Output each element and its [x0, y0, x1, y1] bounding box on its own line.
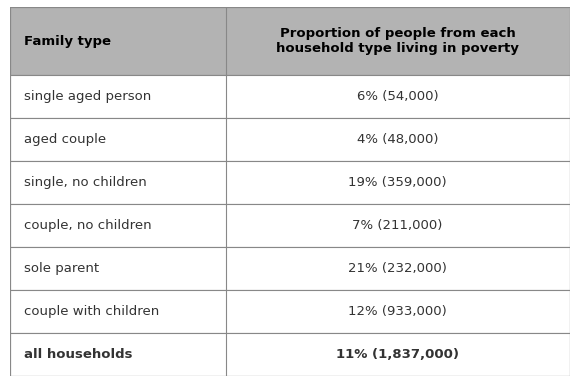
Text: 6% (54,000): 6% (54,000)	[357, 90, 438, 103]
Text: 21% (232,000): 21% (232,000)	[348, 262, 447, 275]
Bar	[10, 247, 570, 290]
Bar	[10, 118, 570, 161]
Bar	[10, 333, 570, 376]
Bar	[10, 290, 570, 333]
Bar	[10, 204, 570, 247]
Text: Proportion of people from each
household type living in poverty: Proportion of people from each household…	[276, 27, 519, 55]
Text: Family type: Family type	[24, 34, 111, 47]
Text: 7% (211,000): 7% (211,000)	[353, 219, 443, 232]
Text: couple, no children: couple, no children	[24, 219, 152, 232]
Text: 12% (933,000): 12% (933,000)	[348, 305, 447, 318]
Text: 4% (48,000): 4% (48,000)	[357, 133, 438, 146]
Text: sole parent: sole parent	[24, 262, 100, 275]
Text: 19% (359,000): 19% (359,000)	[349, 176, 447, 189]
Text: single, no children: single, no children	[24, 176, 147, 189]
Bar	[10, 7, 570, 75]
Bar	[10, 75, 570, 118]
Text: all households: all households	[24, 348, 133, 361]
Text: aged couple: aged couple	[24, 133, 107, 146]
Bar	[10, 161, 570, 204]
Text: single aged person: single aged person	[24, 90, 151, 103]
Text: couple with children: couple with children	[24, 305, 160, 318]
Text: 11% (1,837,000): 11% (1,837,000)	[336, 348, 459, 361]
